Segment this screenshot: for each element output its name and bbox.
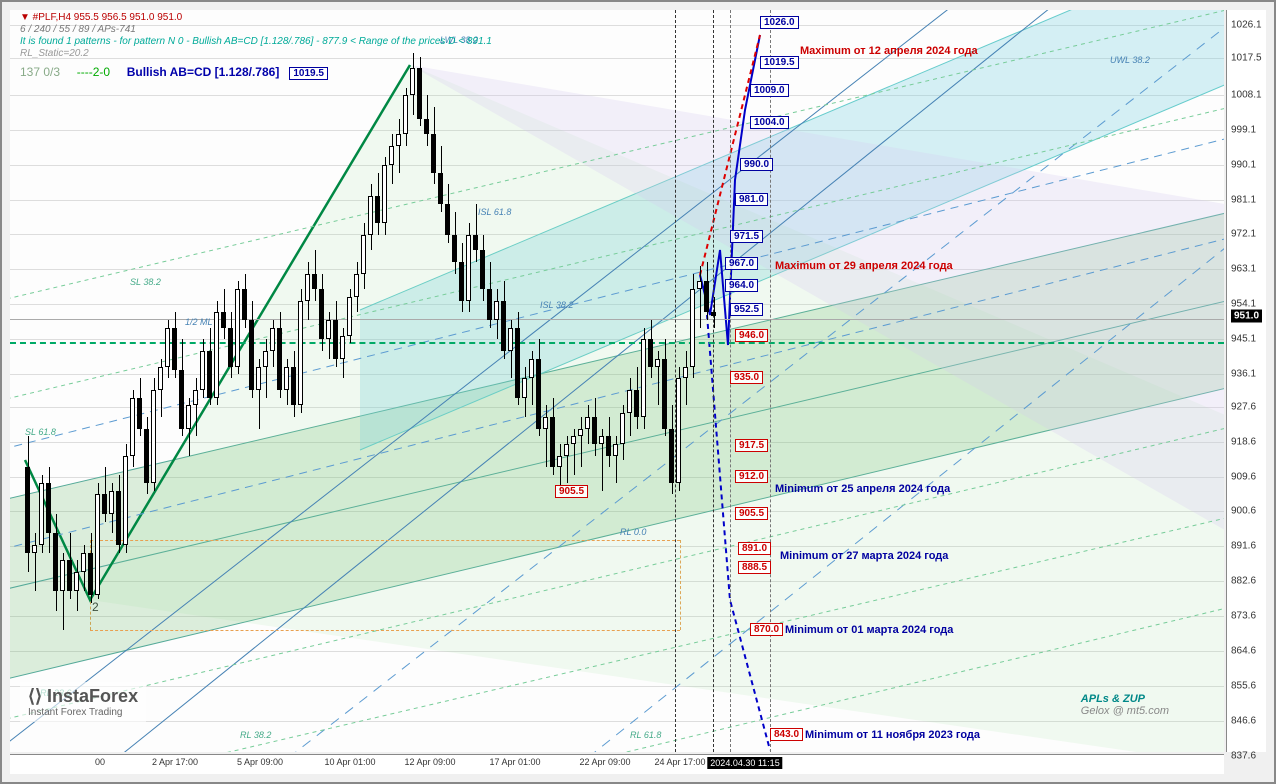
line-label: 1/2 ML (185, 317, 213, 327)
y-tick: 837.6 (1231, 750, 1256, 761)
price-level-red: 870.0 (750, 623, 783, 636)
annotation-text: Minimum от 11 ноября 2023 года (805, 729, 980, 741)
y-tick: 873.6 (1231, 611, 1256, 622)
y-tick: 945.1 (1231, 334, 1256, 345)
price-level-blue: 952.5 (730, 303, 763, 316)
rlstatic-line: RL_Static=20.2 (20, 48, 492, 60)
price-level-blue: 981.0 (735, 193, 768, 206)
x-axis: 00 2 Apr 17:00 5 Apr 09:00 10 Apr 01:00 12 A… (10, 754, 1224, 774)
logo-main: ⟨⟩ InstaForex (28, 686, 138, 707)
y-tick: 864.6 (1231, 645, 1256, 656)
price-level-red: 935.0 (730, 371, 763, 384)
line-label: RL 38.2 (240, 730, 271, 740)
line-label: SL 38.2 (130, 277, 161, 287)
x-tick: 2 Apr 17:00 (152, 757, 198, 767)
y-tick: 990.1 (1231, 159, 1256, 170)
y-tick: 846.6 (1231, 715, 1256, 726)
annotation-text: Minimum от 25 апреля 2024 года (775, 483, 950, 495)
y-tick: 909.6 (1231, 471, 1256, 482)
price-level-blue: 967.0 (725, 257, 758, 270)
orange-dash-1 (90, 540, 680, 541)
x-tick: 2024.04.30 11:15 (707, 757, 782, 769)
logo-sub: Instant Forex Trading (28, 707, 138, 718)
y-tick: 1008.1 (1231, 89, 1262, 100)
channels-svg (10, 10, 1224, 752)
params-line: 6 / 240 / 55 / 89 / APs-741 (20, 24, 492, 36)
price-level-blue: 1026.0 (760, 16, 799, 29)
annotation-text: Minimum от 01 марта 2024 года (785, 624, 953, 636)
price-level-red: 905.5 (555, 485, 588, 498)
symbol-line: ▼ #PLF,H4 955.5 956.5 951.0 951.0 (20, 12, 492, 24)
y-axis: 1026.1 1017.5 1008.1 999.1 990.1 981.1 972.1 96… (1226, 10, 1266, 752)
y-tick: 1017.5 (1231, 53, 1262, 64)
orange-dash-2 (90, 630, 680, 631)
y-tick: 936.1 (1231, 368, 1256, 379)
broker-logo: ⟨⟩ InstaForex Instant Forex Trading (20, 682, 146, 722)
chart-area[interactable]: ▼ #PLF,H4 955.5 956.5 951.0 951.0 6 / 24… (10, 10, 1224, 752)
pattern-label: 137 0/3 ----2-0 Bullish AB=CD [1.128/.78… (20, 65, 328, 79)
y-tick: 954.1 (1231, 299, 1256, 310)
y-tick-current: 951.0 (1231, 310, 1262, 323)
green-dash-945 (10, 342, 1224, 344)
y-tick: 963.1 (1231, 264, 1256, 275)
price-level-red: 917.5 (735, 439, 768, 452)
pattern-price: 1019.5 (289, 67, 328, 80)
x-tick: 10 Apr 01:00 (324, 757, 375, 767)
annotation-text: Maximum от 12 апреля 2024 года (800, 45, 978, 57)
price-level-blue: 971.5 (730, 230, 763, 243)
x-tick: 24 Apr 17:00 (654, 757, 705, 767)
price-level-red: 843.0 (770, 728, 803, 741)
x-tick: 5 Apr 09:00 (237, 757, 283, 767)
y-tick: 1026.1 (1231, 20, 1262, 31)
price-level-red: 905.5 (735, 507, 768, 520)
price-level-blue: 1004.0 (750, 116, 789, 129)
footer-credit: APLs & ZUP Gelox @ mt5.com (1081, 693, 1169, 717)
price-level-red: 891.0 (738, 542, 771, 555)
y-tick: 981.1 (1231, 194, 1256, 205)
price-level-blue: 1009.0 (750, 84, 789, 97)
y-tick: 972.1 (1231, 229, 1256, 240)
header-info: ▼ #PLF,H4 955.5 956.5 951.0 951.0 6 / 24… (20, 12, 492, 60)
pattern-name: Bullish AB=CD [1.128/.786] (127, 65, 280, 79)
y-tick: 855.6 (1231, 680, 1256, 691)
y-tick: 999.1 (1231, 124, 1256, 135)
x-tick: 22 Apr 09:00 (579, 757, 630, 767)
price-level-red: 912.0 (735, 470, 768, 483)
footer-sub: Gelox @ mt5.com (1081, 705, 1169, 717)
x-tick: 00 (95, 757, 105, 767)
price-level-blue: 990.0 (740, 158, 773, 171)
footer-title: APLs & ZUP (1081, 693, 1169, 705)
y-tick: 882.6 (1231, 576, 1256, 587)
line-label: ISL 38.2 (540, 300, 573, 310)
pattern-count: 137 0/3 (20, 65, 60, 79)
line-label: RL 61.8 (630, 730, 661, 740)
annotation-text: Minimum от 27 марта 2024 года (780, 550, 948, 562)
x-tick: 17 Apr 01:00 (489, 757, 540, 767)
y-tick: 900.6 (1231, 506, 1256, 517)
x-tick: 12 Apr 09:00 (404, 757, 455, 767)
pattern-found-line: It is found 1 patterns - for pattern N 0… (20, 36, 492, 48)
y-tick: 927.6 (1231, 401, 1256, 412)
annotation-text: Maximum от 29 апреля 2024 года (775, 260, 953, 272)
y-tick: 918.6 (1231, 436, 1256, 447)
line-label: UWL 38.2 (1110, 55, 1150, 65)
price-level-red: 888.5 (738, 561, 771, 574)
pattern-dash: ----2-0 (77, 65, 110, 79)
y-tick: 891.6 (1231, 541, 1256, 552)
line-label: ISL 61.8 (478, 207, 511, 217)
price-level-blue: 964.0 (725, 279, 758, 292)
price-level-red: 946.0 (735, 329, 768, 342)
line-label: SL 61.8 (25, 427, 56, 437)
price-level-blue: 1019.5 (760, 56, 799, 69)
line-label: RL 0.0 (620, 527, 646, 537)
vline-2 (713, 10, 714, 752)
